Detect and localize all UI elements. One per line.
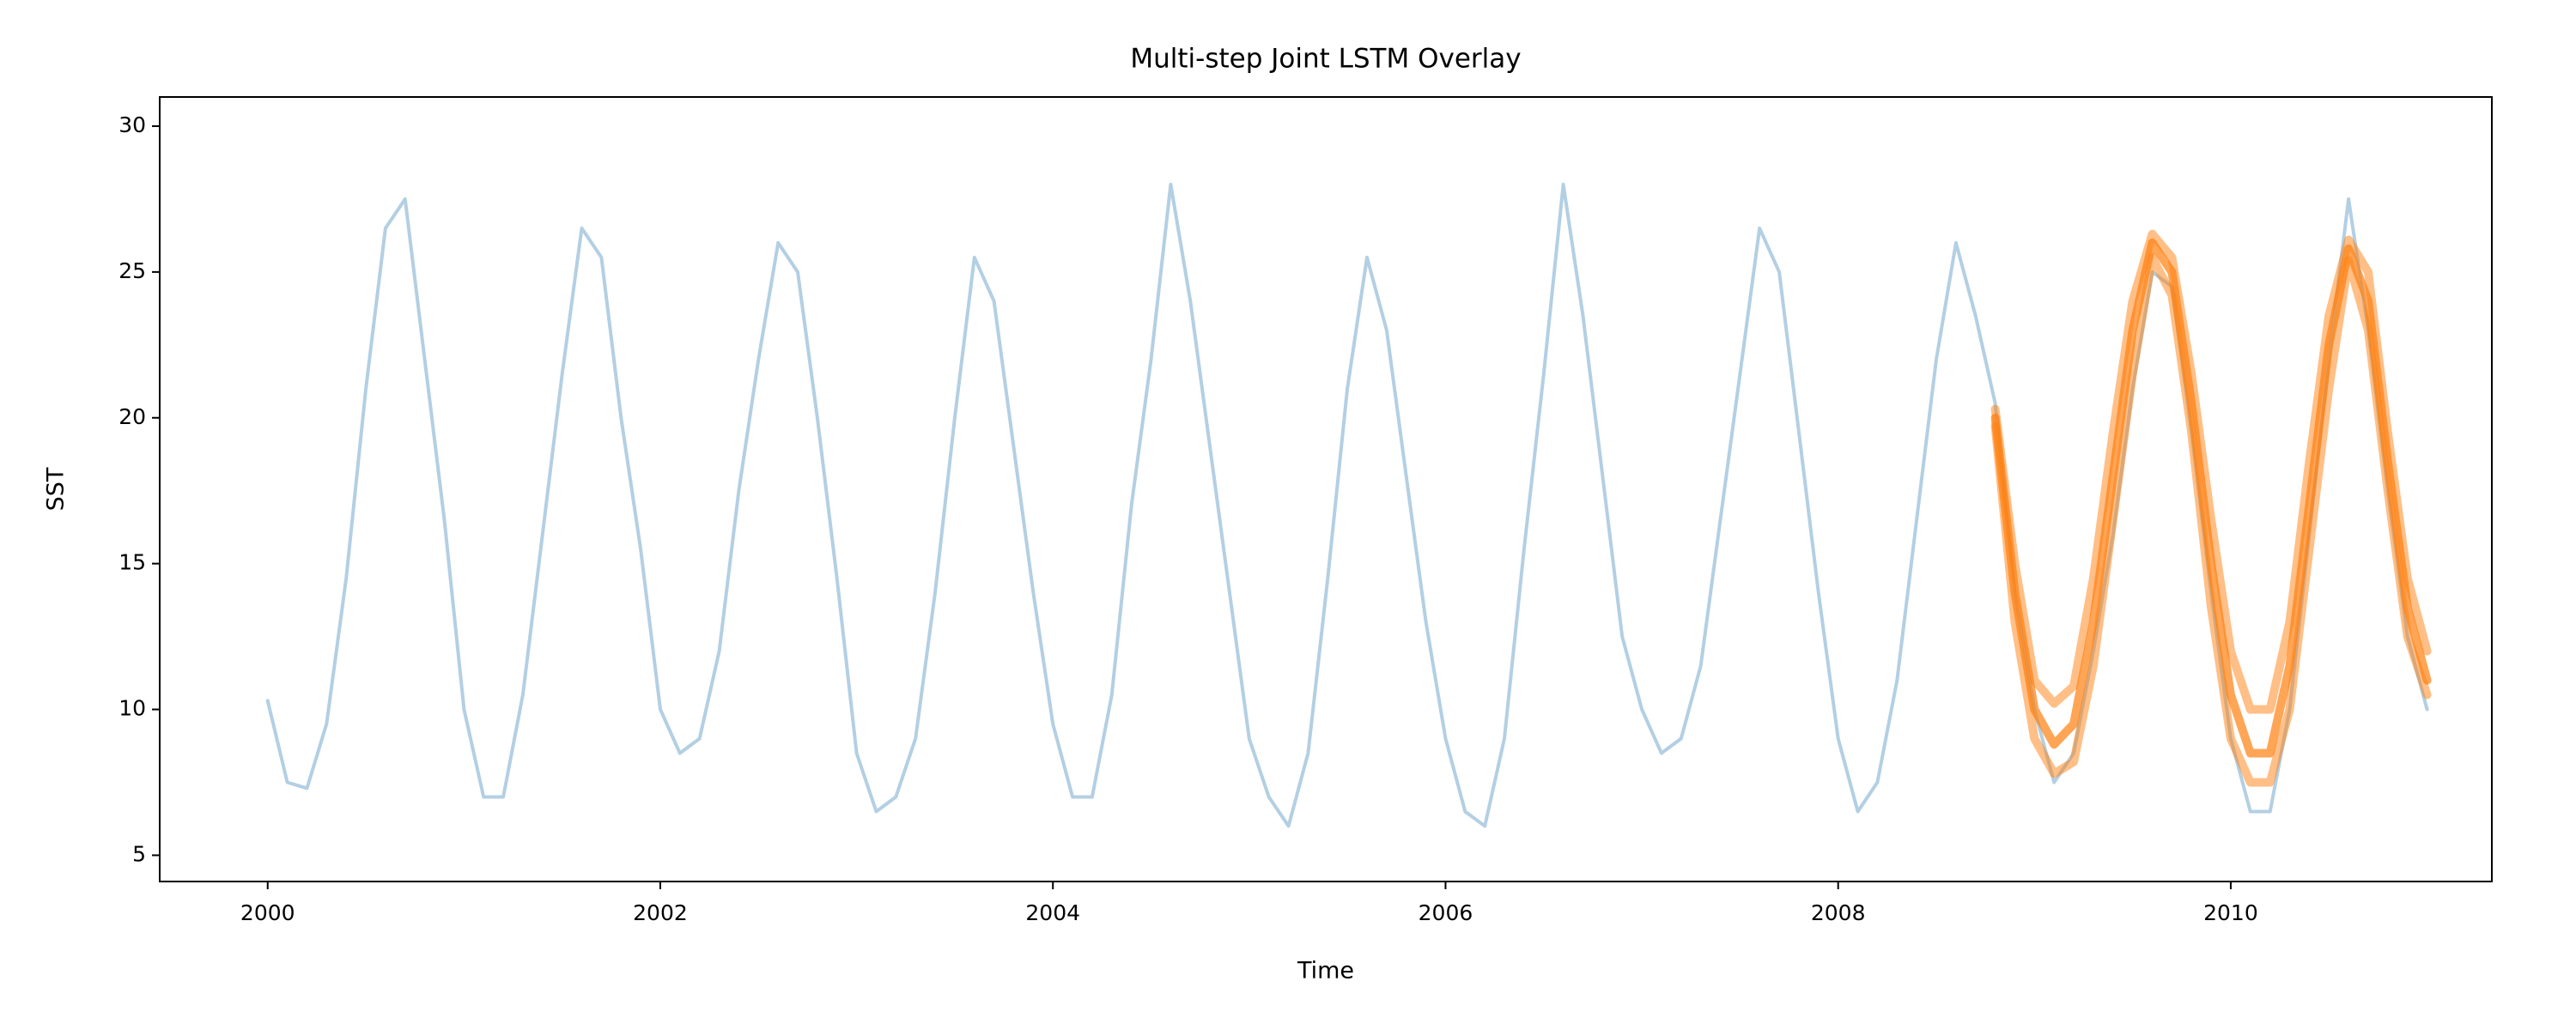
x-tick-label: 2002 <box>633 900 688 925</box>
x-tick-label: 2000 <box>240 900 295 925</box>
y-tick-label: 10 <box>118 696 146 721</box>
y-tick-label: 25 <box>118 258 146 283</box>
series-line <box>1990 238 2432 758</box>
y-axis-label: SST <box>43 467 70 511</box>
x-tick-label: 2006 <box>1419 900 1473 925</box>
y-tick-label: 30 <box>118 112 146 137</box>
series-line <box>1990 229 2432 714</box>
chart-title: Multi-step Joint LSTM Overlay <box>1130 44 1521 75</box>
y-tick-label: 15 <box>118 550 146 575</box>
axes-frame <box>159 96 2493 882</box>
x-tick-label: 2010 <box>2203 900 2258 925</box>
y-tick-label: 20 <box>118 404 146 429</box>
y-tick-label: 5 <box>132 841 146 866</box>
plot-area <box>265 182 2432 828</box>
x-axis-label: Time <box>1297 958 1354 985</box>
x-tick-label: 2008 <box>1811 900 1866 925</box>
x-tick-label: 2004 <box>1025 900 1080 925</box>
series-line <box>1990 252 2432 787</box>
